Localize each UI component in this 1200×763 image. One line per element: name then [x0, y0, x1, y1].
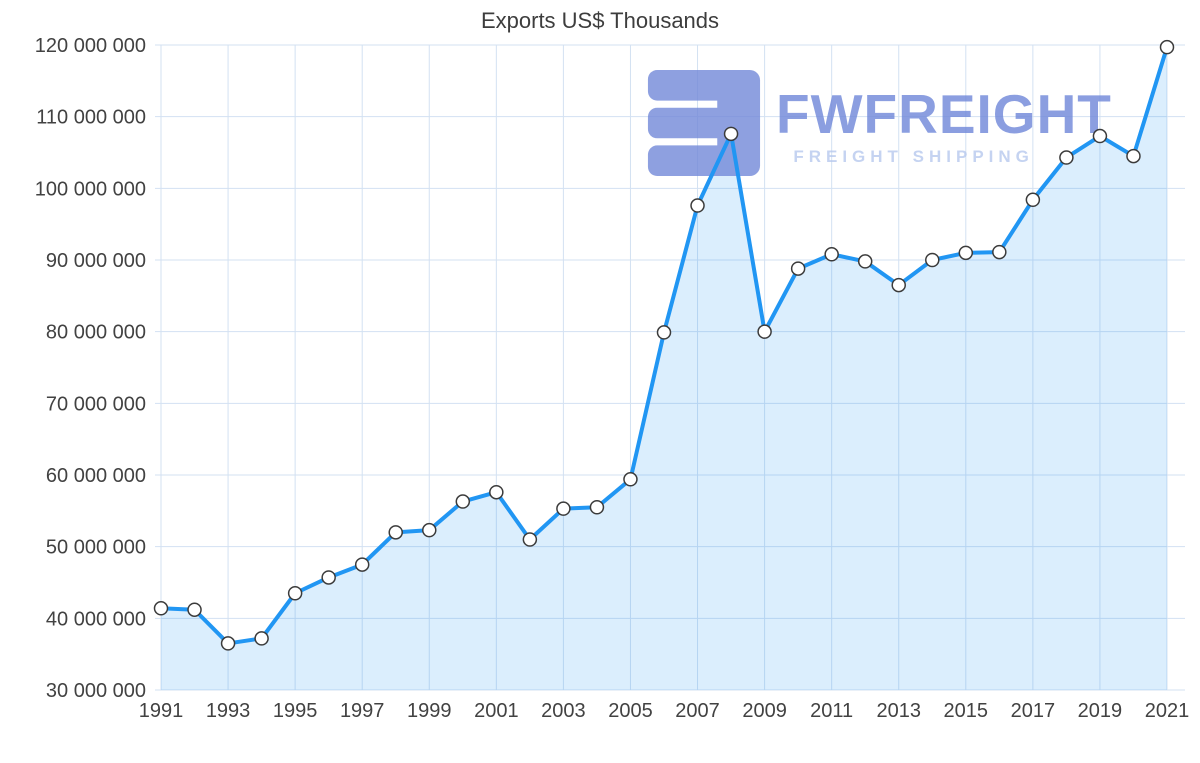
data-point-1997[interactable]	[354, 557, 370, 572]
data-point-1998[interactable]	[388, 525, 403, 540]
data-point-2004[interactable]	[589, 500, 605, 515]
data-point-1995[interactable]	[287, 586, 303, 601]
data-point-2020[interactable]	[1126, 148, 1141, 164]
data-point-2003[interactable]	[556, 501, 571, 516]
x-tick-label: 1995	[273, 700, 318, 722]
y-tick-label: 120 000 000	[35, 35, 146, 57]
x-tick-label: 2001	[474, 700, 519, 722]
x-tick-label: 1991	[139, 700, 184, 722]
data-point-2014[interactable]	[925, 252, 940, 268]
y-tick-label: 50 000 000	[46, 537, 146, 559]
data-point-2010[interactable]	[790, 261, 806, 276]
y-tick-label: 100 000 000	[35, 178, 146, 200]
x-tick-label: 2009	[742, 700, 787, 722]
data-point-2011[interactable]	[824, 247, 839, 262]
watermark: FWFREIGHT FREIGHT SHIPPING	[646, 70, 1112, 176]
x-tick-label: 2015	[944, 700, 989, 722]
x-tick-label: 2007	[675, 700, 720, 722]
data-point-1991[interactable]	[153, 601, 169, 616]
fwfreight-logo-icon	[647, 70, 761, 176]
data-point-2012[interactable]	[857, 254, 873, 269]
data-point-1999[interactable]	[422, 522, 437, 538]
data-point-2018[interactable]	[1059, 150, 1074, 165]
series-line	[159, 45, 1169, 646]
x-tick-label: 1993	[206, 700, 251, 722]
y-tick-label: 110 000 000	[36, 107, 146, 129]
y-tick-label: 40 000 000	[46, 608, 146, 630]
x-tick-label: 2003	[541, 700, 586, 722]
x-tick-label: 2013	[876, 700, 921, 722]
data-point-2005[interactable]	[623, 472, 638, 487]
data-point-2013[interactable]	[891, 277, 906, 293]
y-tick-label: 90 000 000	[46, 250, 146, 272]
data-point-2021[interactable]	[1159, 39, 1175, 55]
data-point-1993[interactable]	[220, 636, 236, 651]
data-point-1992[interactable]	[187, 602, 202, 617]
x-tick-label: 2011	[810, 700, 853, 722]
y-tick-label: 80 000 000	[46, 322, 146, 344]
data-point-2006[interactable]	[656, 325, 672, 340]
area-fill	[161, 47, 1167, 690]
y-tick-label: 70 000 000	[46, 393, 146, 415]
y-tick-label: 60 000 000	[46, 465, 146, 487]
data-point-2001[interactable]	[489, 484, 504, 500]
watermark-tagline: FREIGHT SHIPPING	[793, 146, 1034, 166]
data-point-2009[interactable]	[757, 324, 772, 339]
x-tick-label: 2017	[1011, 700, 1056, 722]
x-tick-label: 2021	[1145, 700, 1190, 722]
x-tick-label: 1997	[340, 700, 385, 722]
x-tick-label: 1999	[407, 700, 452, 722]
x-tick-label: 2019	[1078, 700, 1123, 722]
data-point-2000[interactable]	[455, 494, 471, 509]
data-point-2008[interactable]	[723, 126, 739, 142]
data-point-1996[interactable]	[321, 570, 336, 585]
data-point-2002[interactable]	[522, 532, 538, 547]
y-tick-label: 30 000 000	[46, 680, 146, 702]
data-point-2017[interactable]	[1025, 192, 1041, 208]
watermark-text: FWFREIGHT FREIGHT SHIPPING	[776, 83, 1112, 167]
data-point-1994[interactable]	[254, 631, 269, 646]
x-tick-label: 2005	[608, 700, 653, 722]
data-point-2007[interactable]	[690, 198, 705, 213]
data-point-2015[interactable]	[958, 245, 974, 261]
watermark-brand: FWFREIGHT	[776, 83, 1112, 145]
data-point-2016[interactable]	[992, 244, 1007, 260]
chart-title: Exports US$ Thousands	[480, 8, 720, 33]
data-point-2019[interactable]	[1092, 128, 1108, 144]
